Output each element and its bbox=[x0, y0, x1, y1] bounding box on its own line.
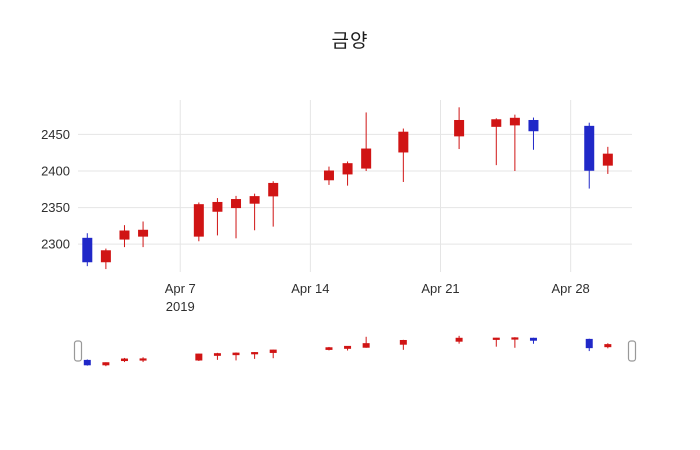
candle-up[interactable] bbox=[398, 131, 409, 153]
candle-up-mini bbox=[344, 345, 352, 349]
y-tick-label: 2300 bbox=[41, 237, 70, 252]
candle-up-mini bbox=[325, 347, 333, 350]
candle-up[interactable] bbox=[119, 230, 130, 240]
candle-up-mini bbox=[213, 353, 221, 356]
y-tick-label: 2400 bbox=[41, 163, 70, 178]
candle-up-mini bbox=[102, 362, 110, 366]
candle-up-mini bbox=[604, 344, 612, 348]
candle-up[interactable] bbox=[323, 170, 334, 181]
range-slider[interactable] bbox=[73, 335, 637, 367]
candle-up-mini bbox=[399, 339, 407, 345]
candle-down[interactable] bbox=[584, 125, 595, 171]
range-slider-handle-left[interactable] bbox=[73, 340, 83, 362]
candle-up-mini bbox=[232, 352, 240, 356]
candle-up[interactable] bbox=[361, 148, 372, 169]
candle-up[interactable] bbox=[491, 119, 502, 127]
x-tick-label: Apr 28 bbox=[551, 281, 589, 296]
candle-up[interactable] bbox=[454, 119, 465, 137]
x-tick-label: Apr 14 bbox=[291, 281, 329, 296]
candle-up-mini bbox=[251, 352, 259, 355]
candle-up[interactable] bbox=[231, 199, 242, 209]
chart-title: 금양 bbox=[331, 31, 369, 52]
candle-down-mini bbox=[83, 359, 91, 366]
candle-down-mini bbox=[529, 337, 537, 341]
grid bbox=[78, 100, 632, 272]
candle-down-mini bbox=[585, 338, 593, 349]
candle-up[interactable] bbox=[342, 163, 353, 175]
candle-up-mini bbox=[492, 337, 500, 340]
candle-up[interactable] bbox=[212, 201, 223, 212]
x-tick-label: Apr 7 bbox=[165, 281, 196, 296]
y-tick-label: 2350 bbox=[41, 200, 70, 215]
x-tick-label: Apr 21 bbox=[421, 281, 459, 296]
candle-down[interactable] bbox=[528, 119, 539, 132]
x-tick-sublabel: 2019 bbox=[166, 299, 195, 314]
candle-up-mini bbox=[139, 358, 147, 361]
y-axis: 2300 2350 2400 2450 bbox=[41, 127, 70, 252]
candle-up-mini bbox=[511, 337, 519, 340]
candle-up[interactable] bbox=[193, 204, 204, 237]
candle-up[interactable] bbox=[602, 153, 613, 166]
candle-up-mini bbox=[120, 358, 128, 362]
x-axis: Apr 7 2019 Apr 14 Apr 21 Apr 28 bbox=[165, 281, 590, 314]
candle-up-mini bbox=[195, 353, 203, 361]
candle-up-mini bbox=[269, 349, 277, 353]
candle-up[interactable] bbox=[509, 117, 520, 126]
candle-up[interactable] bbox=[268, 182, 279, 197]
range-slider-track[interactable] bbox=[78, 335, 632, 367]
range-slider-handle-right[interactable] bbox=[627, 340, 637, 362]
candle-up[interactable] bbox=[100, 250, 111, 263]
candle-up-mini bbox=[455, 337, 463, 342]
candle-up-mini bbox=[362, 343, 370, 348]
candle-down[interactable] bbox=[82, 237, 93, 263]
y-tick-label: 2450 bbox=[41, 127, 70, 142]
candles bbox=[82, 107, 613, 270]
candle-up[interactable] bbox=[138, 229, 149, 237]
candle-up[interactable] bbox=[249, 196, 260, 204]
